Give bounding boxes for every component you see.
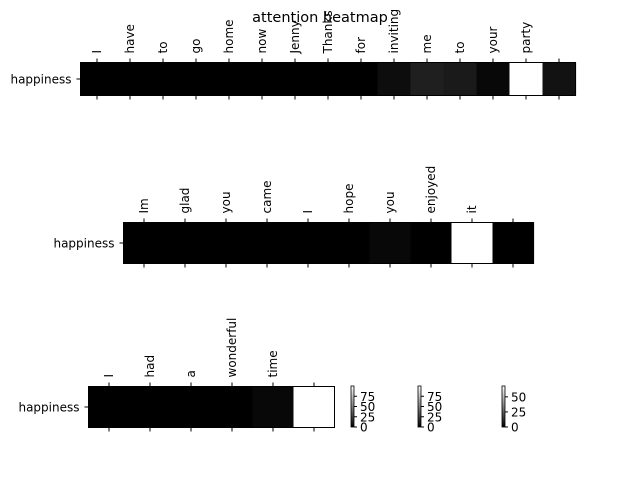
colorbar-tick-label: 50 [360,400,375,414]
heatmap-cell [451,222,494,264]
token-label: a [184,370,198,377]
token-label: me [420,34,434,53]
heatmap-cell [278,62,313,96]
token-label: Thanks [321,10,335,54]
colorbar-tick-label: 75 [427,390,442,404]
heatmap-cell [205,222,248,264]
token-label: go [189,39,203,54]
colorbar-tick-label: 0 [511,421,519,435]
token-label: hope [342,184,356,214]
token-label: it [465,205,479,213]
token-label: for [354,37,368,54]
heatmap-cell [293,386,336,428]
heatmap-cell [212,62,247,96]
row-label: happiness [53,237,114,251]
token-label: enjoyed [424,166,438,214]
colorbar-tick-label: 25 [427,410,442,424]
heatmap-cell [311,62,346,96]
figure-title: attention heatmap [252,10,388,26]
colorbar-tick-label: 25 [360,410,375,424]
token-label: I [301,210,315,214]
colorbar-strip [417,385,422,428]
heatmap-cell [443,62,478,96]
colorbar-strip [350,385,355,428]
heatmap-cell [509,62,544,96]
colorbar-tick-label: 50 [427,400,442,414]
heatmap-cell [123,222,166,264]
token-label: glad [178,188,192,214]
token-label: have [123,24,137,53]
token-label: had [143,355,157,378]
heatmap-cell [170,386,213,428]
heatmap-cell [246,222,289,264]
token-label: home [222,19,236,53]
heatmap-cell [179,62,214,96]
token-label: Jenny [288,20,302,54]
heatmap-cell [328,222,371,264]
token-label: you [383,191,397,213]
token-label: wonderful [225,318,239,378]
row-label: happiness [10,73,71,87]
token-label: to [453,41,467,53]
token-label: time [266,350,280,377]
heatmap-cell [80,62,115,96]
heatmap-cell [344,62,379,96]
heatmap-cell [492,222,535,264]
heatmap-cell [129,386,172,428]
heatmap-cell [146,62,181,96]
heatmap-cell [245,62,280,96]
token-label: came [260,180,274,213]
heatmap-cell [476,62,511,96]
heatmap-cell [88,386,131,428]
token-label: now [255,29,269,54]
heatmap-cell [542,62,577,96]
token-label: inviting [387,9,401,54]
heatmap-cell [369,222,412,264]
heatmap-cell [287,222,330,264]
token-label: Im [137,198,151,213]
colorbar-tick-label: 0 [360,421,368,435]
row-label: happiness [18,401,79,415]
heatmap-cell [113,62,148,96]
colorbar-tick-label: 75 [360,390,375,404]
token-label: I [90,50,104,54]
heatmap-cell [252,386,295,428]
colorbar-tick-label: 25 [511,405,526,419]
token-label: your [486,26,500,53]
token-label: you [219,191,233,213]
heatmap-cell [211,386,254,428]
token-label: party [519,22,533,54]
heatmap-cell [410,62,445,96]
token-label: to [156,41,170,53]
token-label: I [102,374,116,378]
heatmap-cell [164,222,207,264]
colorbar-tick-label: 0 [427,421,435,435]
heatmap-cell [410,222,453,264]
colorbar-tick-label: 50 [511,390,526,404]
colorbar-strip [501,385,506,428]
heatmap-cell [377,62,412,96]
